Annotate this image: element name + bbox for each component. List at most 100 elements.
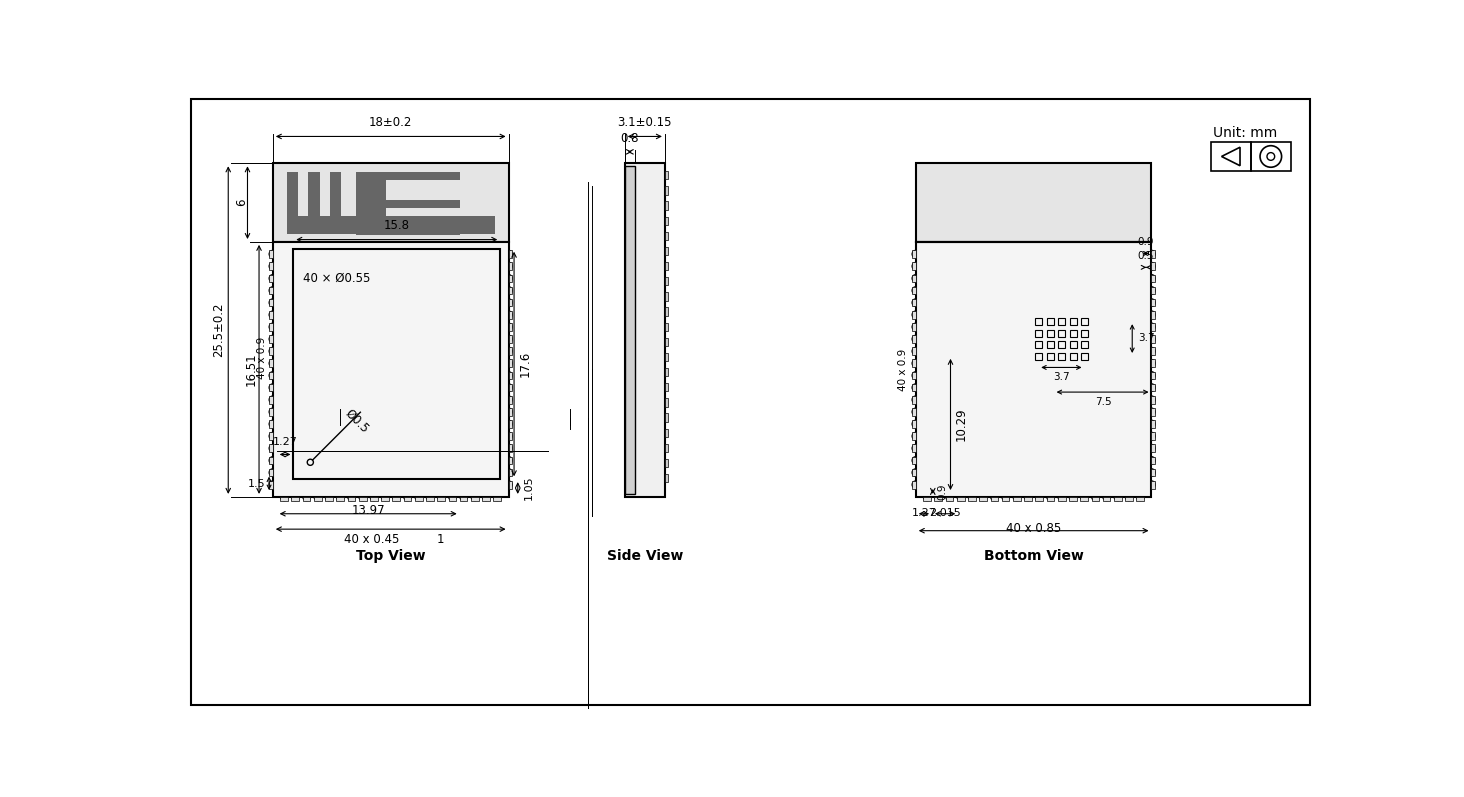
Bar bbox=[493, 497, 501, 501]
Bar bbox=[665, 262, 668, 270]
Bar bbox=[1152, 371, 1155, 379]
Bar bbox=[1152, 359, 1155, 367]
Text: 1.27: 1.27 bbox=[272, 437, 297, 447]
Bar bbox=[946, 497, 953, 501]
Bar bbox=[356, 226, 460, 235]
Bar bbox=[337, 497, 344, 501]
Bar bbox=[508, 469, 512, 477]
Text: Top View: Top View bbox=[356, 549, 426, 563]
Bar bbox=[508, 347, 512, 355]
Bar bbox=[1035, 353, 1042, 359]
Bar bbox=[912, 299, 916, 307]
Bar bbox=[912, 445, 916, 452]
Bar bbox=[269, 336, 272, 343]
Bar bbox=[1152, 408, 1155, 416]
Bar bbox=[426, 497, 433, 501]
Bar bbox=[957, 497, 965, 501]
Bar bbox=[287, 216, 495, 234]
Text: Bottom View: Bottom View bbox=[984, 549, 1083, 563]
Bar bbox=[508, 383, 512, 391]
Bar bbox=[665, 383, 668, 391]
Bar bbox=[508, 481, 512, 489]
Bar bbox=[1152, 432, 1155, 440]
Bar bbox=[1092, 497, 1099, 501]
Bar bbox=[912, 262, 916, 270]
Bar bbox=[269, 457, 272, 464]
Bar bbox=[303, 497, 310, 501]
Bar bbox=[1058, 330, 1066, 336]
Bar bbox=[269, 481, 272, 489]
Bar bbox=[269, 408, 272, 416]
Bar bbox=[269, 420, 272, 428]
Bar bbox=[665, 308, 668, 316]
Bar bbox=[1070, 330, 1078, 336]
Text: 10.29: 10.29 bbox=[955, 407, 968, 442]
Bar bbox=[325, 497, 332, 501]
Bar bbox=[280, 497, 288, 501]
Bar bbox=[1152, 396, 1155, 403]
Bar bbox=[508, 299, 512, 307]
Bar bbox=[1152, 323, 1155, 331]
Bar bbox=[1152, 274, 1155, 282]
Bar bbox=[269, 371, 272, 379]
Bar bbox=[1013, 497, 1020, 501]
Bar bbox=[1152, 347, 1155, 355]
Bar bbox=[912, 432, 916, 440]
Bar bbox=[359, 497, 366, 501]
Text: 25.5±0.2: 25.5±0.2 bbox=[212, 303, 225, 357]
Bar bbox=[329, 172, 341, 216]
Text: 18±0.2: 18±0.2 bbox=[369, 116, 413, 129]
Bar bbox=[912, 396, 916, 403]
Bar bbox=[508, 371, 512, 379]
Bar bbox=[1058, 318, 1066, 325]
Bar bbox=[508, 262, 512, 270]
Bar bbox=[912, 250, 916, 258]
Bar bbox=[625, 167, 635, 493]
Bar bbox=[1080, 497, 1088, 501]
Text: 40 x 0.85: 40 x 0.85 bbox=[1006, 521, 1061, 535]
Bar bbox=[912, 371, 916, 379]
Text: 0.9: 0.9 bbox=[937, 483, 947, 500]
Bar bbox=[1070, 341, 1078, 348]
Bar bbox=[269, 274, 272, 282]
Text: 0.8: 0.8 bbox=[621, 132, 640, 145]
Bar bbox=[269, 347, 272, 355]
Bar bbox=[991, 497, 998, 501]
Bar bbox=[347, 497, 356, 501]
Bar bbox=[482, 497, 490, 501]
Bar bbox=[912, 469, 916, 477]
Bar bbox=[460, 497, 467, 501]
Bar bbox=[665, 171, 668, 179]
Bar bbox=[1047, 497, 1054, 501]
Text: 3.7: 3.7 bbox=[1053, 372, 1070, 382]
Bar bbox=[448, 497, 457, 501]
Bar bbox=[625, 163, 665, 497]
Bar bbox=[309, 172, 319, 216]
Bar bbox=[1152, 481, 1155, 489]
Bar bbox=[508, 250, 512, 258]
Bar bbox=[370, 497, 378, 501]
Bar bbox=[272, 242, 508, 497]
Bar bbox=[1152, 383, 1155, 391]
Bar bbox=[924, 497, 931, 501]
Bar bbox=[508, 420, 512, 428]
Bar bbox=[508, 323, 512, 331]
Bar bbox=[269, 299, 272, 307]
Bar bbox=[1047, 330, 1054, 336]
Text: 1.27: 1.27 bbox=[912, 508, 937, 517]
Bar bbox=[471, 497, 479, 501]
Text: 1.05: 1.05 bbox=[524, 476, 533, 501]
Text: Ø0.5: Ø0.5 bbox=[343, 406, 372, 435]
Bar bbox=[968, 497, 976, 501]
Bar bbox=[665, 247, 668, 255]
Bar bbox=[287, 172, 299, 216]
Bar bbox=[665, 368, 668, 376]
Bar bbox=[934, 497, 943, 501]
Text: 7.5: 7.5 bbox=[1095, 397, 1111, 406]
Bar bbox=[1114, 497, 1121, 501]
Bar bbox=[912, 408, 916, 416]
Bar bbox=[1070, 318, 1078, 325]
Bar bbox=[508, 432, 512, 440]
Bar bbox=[1152, 262, 1155, 270]
Bar bbox=[1082, 318, 1088, 325]
